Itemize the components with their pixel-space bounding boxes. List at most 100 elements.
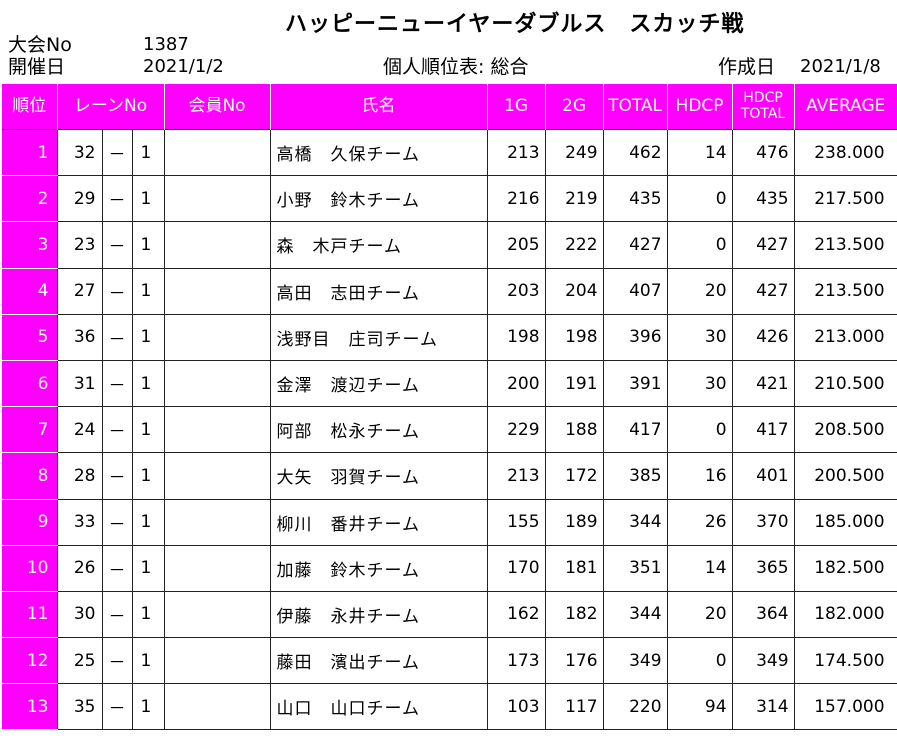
game2-cell: 182	[544, 590, 604, 639]
game1-cell: 213	[486, 452, 546, 500]
lane-sub-cell: 1	[131, 544, 165, 592]
team-name-cell: 森 木戸チーム	[269, 221, 488, 269]
average-cell: 208.500	[793, 406, 897, 454]
team-name-cell: 伊藤 永井チーム	[269, 590, 488, 639]
total-cell: 385	[602, 452, 668, 500]
lane-cell: 36	[56, 313, 103, 361]
total-cell: 435	[602, 175, 668, 223]
hdcp-cell: 30	[666, 313, 733, 361]
member-cell	[163, 498, 271, 546]
hdcp-total-cell: 370	[731, 498, 795, 546]
hdcp-total-cell: 476	[731, 128, 795, 177]
total-cell: 344	[602, 590, 668, 639]
hdcp-total-header-line1: HDCP	[743, 90, 783, 107]
lane-cell: 35	[56, 683, 103, 731]
lane-cell: 30	[56, 590, 103, 639]
lane-separator: －	[101, 544, 133, 592]
game2-cell: 188	[544, 406, 604, 454]
hdcp-cell: 14	[666, 544, 733, 592]
member-cell	[163, 128, 271, 177]
member-cell	[163, 406, 271, 454]
hdcp-cell: 20	[666, 267, 733, 315]
game2-cell: 176	[544, 637, 604, 685]
report-type-label: 個人順位表: 総合	[383, 56, 529, 78]
average-cell: 210.500	[793, 359, 897, 408]
total-cell: 417	[602, 406, 668, 454]
hdcp-cell: 0	[666, 637, 733, 685]
hdcp-cell: 94	[666, 683, 733, 731]
game1-cell: 155	[486, 498, 546, 546]
lane-cell: 27	[56, 267, 103, 315]
hdcp-total-cell: 426	[731, 313, 795, 361]
average-cell: 174.500	[793, 637, 897, 685]
table-row: 11 30 － 1 伊藤 永井チーム 162 182 344 20 364 182.000	[2, 590, 897, 639]
lane-sub-cell: 1	[131, 452, 165, 500]
hdcp-total-header-line2: TOTAL	[740, 105, 786, 122]
lane-separator: －	[101, 175, 133, 223]
hdcp-cell: 16	[666, 452, 733, 500]
hdcp-cell: 0	[666, 175, 733, 223]
col-total-header: TOTAL	[602, 84, 668, 130]
average-cell: 217.500	[793, 175, 897, 223]
col-average-header: AVERAGE	[793, 84, 897, 130]
team-name-cell: 加藤 鈴木チーム	[269, 544, 488, 592]
lane-separator: －	[101, 128, 133, 177]
lane-sub-cell: 1	[131, 406, 165, 454]
lane-separator: －	[101, 221, 133, 269]
lane-sub-cell: 1	[131, 128, 165, 177]
average-cell: 157.000	[793, 683, 897, 731]
game2-cell: 249	[544, 128, 604, 177]
col-game2-header: 2G	[544, 84, 604, 130]
rank-cell: 13	[2, 683, 58, 731]
table-row: 2 29 － 1 小野 鈴木チーム 216 219 435 0 435 217.500	[2, 175, 897, 223]
rank-cell: 5	[2, 313, 58, 361]
game1-cell: 162	[486, 590, 546, 639]
table-header-row: 順位 レーンNo 会員No 氏名 1G 2G TOTAL HDCP HDCP TO…	[2, 84, 897, 130]
average-cell: 213.000	[793, 313, 897, 361]
game1-cell: 203	[486, 267, 546, 315]
average-cell: 182.000	[793, 590, 897, 639]
game2-cell: 191	[544, 359, 604, 408]
member-cell	[163, 452, 271, 500]
rank-cell: 3	[2, 221, 58, 269]
average-cell: 213.500	[793, 267, 897, 315]
table-row: 10 26 － 1 加藤 鈴木チーム 170 181 351 14 365 182.500	[2, 544, 897, 592]
average-cell: 200.500	[793, 452, 897, 500]
game2-cell: 172	[544, 452, 604, 500]
lane-separator: －	[101, 683, 133, 731]
lane-cell: 23	[56, 221, 103, 269]
member-cell	[163, 313, 271, 361]
hdcp-total-cell: 435	[731, 175, 795, 223]
team-name-cell: 高田 志田チーム	[269, 267, 488, 315]
game2-cell: 204	[544, 267, 604, 315]
total-cell: 220	[602, 683, 668, 731]
col-member-header: 会員No	[163, 84, 271, 130]
hdcp-total-cell: 349	[731, 637, 795, 685]
lane-cell: 32	[56, 128, 103, 177]
col-hdcp-header: HDCP	[666, 84, 733, 130]
hdcp-total-cell: 314	[731, 683, 795, 731]
game1-cell: 205	[486, 221, 546, 269]
lane-sub-cell: 1	[131, 175, 165, 223]
lane-sub-cell: 1	[131, 637, 165, 685]
member-cell	[163, 637, 271, 685]
lane-sub-cell: 1	[131, 221, 165, 269]
total-cell: 351	[602, 544, 668, 592]
hdcp-total-cell: 421	[731, 359, 795, 408]
hdcp-cell: 0	[666, 406, 733, 454]
rank-cell: 1	[2, 128, 58, 177]
table-row: 12 25 － 1 藤田 濱出チーム 173 176 349 0 349 174.500	[2, 637, 897, 685]
ranking-table: 順位 レーンNo 会員No 氏名 1G 2G TOTAL HDCP HDCP TO…	[2, 84, 897, 731]
lane-cell: 26	[56, 544, 103, 592]
col-lane-header: レーンNo	[56, 84, 165, 130]
rank-cell: 4	[2, 267, 58, 315]
team-name-cell: 山口 山口チーム	[269, 683, 488, 731]
table-row: 3 23 － 1 森 木戸チーム 205 222 427 0 427 213.500	[2, 221, 897, 269]
team-name-cell: 金澤 渡辺チーム	[269, 359, 488, 408]
event-date-value: 2021/1/2	[143, 56, 224, 77]
lane-sub-cell: 1	[131, 498, 165, 546]
total-cell: 427	[602, 221, 668, 269]
game2-cell: 219	[544, 175, 604, 223]
lane-cell: 25	[56, 637, 103, 685]
lane-sub-cell: 1	[131, 683, 165, 731]
